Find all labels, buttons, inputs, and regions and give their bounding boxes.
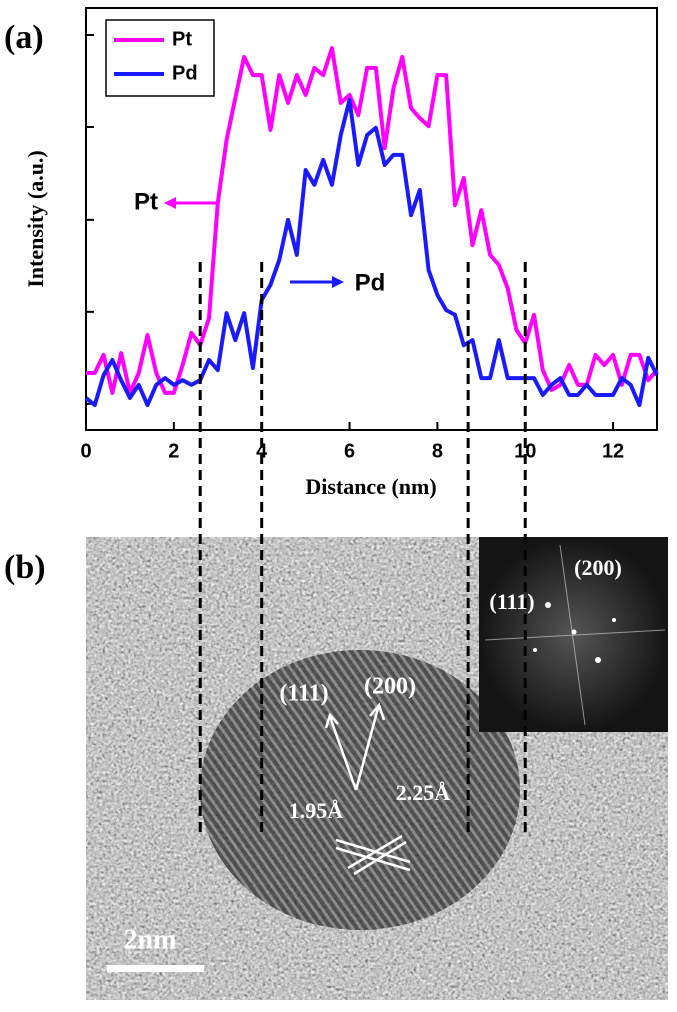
lattice-label: (200) xyxy=(364,674,416,700)
x-tick-label: 2 xyxy=(168,440,179,462)
x-tick-label: 4 xyxy=(256,440,268,462)
legend-box xyxy=(105,19,215,97)
x-axis-label: Distance (nm) xyxy=(305,474,436,499)
spacing-label: 2.25Å xyxy=(396,780,451,805)
panel-label: (b) xyxy=(4,549,46,586)
x-tick-label: 8 xyxy=(432,440,443,462)
annotation: Pt xyxy=(134,188,158,215)
x-tick-label: 10 xyxy=(514,440,536,462)
legend-label: Pt xyxy=(172,28,192,50)
spacing-label: 1.95Å xyxy=(289,798,344,823)
arrows xyxy=(164,197,344,288)
series-line xyxy=(84,97,659,408)
legend: Pt Pd xyxy=(105,19,215,97)
x-tick-label: 0 xyxy=(80,440,91,462)
x-tick-label: 6 xyxy=(344,440,355,462)
tem-image xyxy=(86,537,668,1000)
fft-label: (200) xyxy=(574,555,622,580)
annotation: Pd xyxy=(355,269,386,296)
fft-label: (111) xyxy=(489,589,534,614)
scale-bar-label: 2nm xyxy=(124,924,177,955)
x-tick-label: 12 xyxy=(602,440,624,462)
y-axis-label: Intensity (a.u.) xyxy=(23,150,48,288)
lattice-label: (111) xyxy=(279,681,328,707)
series-line xyxy=(86,46,659,395)
legend-label: Pd xyxy=(172,62,198,84)
panel-label: (a) xyxy=(4,19,44,56)
